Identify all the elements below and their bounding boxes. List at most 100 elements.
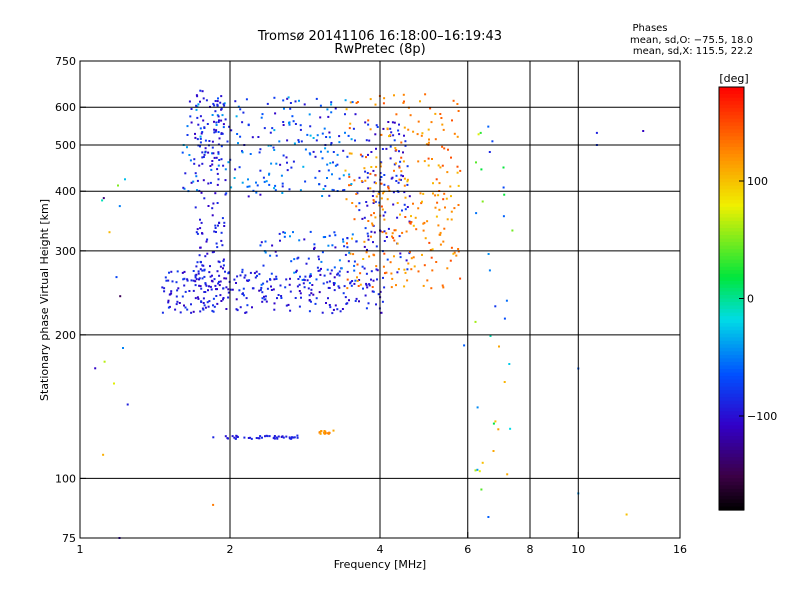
- colorbar-segment: [719, 266, 744, 271]
- data-point: [198, 278, 200, 281]
- data-point: [408, 195, 411, 198]
- data-point: [371, 224, 374, 227]
- data-point: [248, 279, 251, 282]
- data-point: [459, 169, 462, 172]
- data-point: [393, 255, 395, 258]
- colorbar-segment: [719, 305, 744, 310]
- data-point: [375, 195, 378, 198]
- data-point: [480, 168, 483, 171]
- data-point: [199, 268, 202, 271]
- data-point: [314, 176, 317, 179]
- data-point: [210, 168, 213, 171]
- data-point: [341, 308, 344, 310]
- data-point: [324, 236, 327, 238]
- data-point: [373, 254, 376, 257]
- data-point: [344, 99, 347, 102]
- data-point: [265, 180, 268, 183]
- data-point: [326, 108, 329, 111]
- data-point: [397, 268, 400, 271]
- data-point: [218, 119, 220, 122]
- data-point: [194, 284, 197, 287]
- data-point: [343, 245, 346, 248]
- data-point: [379, 165, 382, 168]
- data-point: [161, 286, 164, 289]
- data-point: [625, 513, 628, 516]
- data-point: [393, 163, 396, 166]
- data-point: [336, 153, 339, 156]
- chart-subtitle: RwPretec (8p): [334, 42, 425, 57]
- data-point: [218, 274, 221, 277]
- colorbar-segment: [719, 450, 744, 455]
- data-point: [478, 470, 481, 473]
- data-point: [319, 116, 322, 119]
- data-point: [218, 137, 221, 140]
- data-point: [275, 278, 278, 280]
- data-point: [487, 125, 490, 128]
- data-point: [217, 282, 220, 285]
- data-point: [175, 303, 178, 306]
- data-point: [247, 178, 249, 181]
- data-point: [328, 131, 331, 134]
- data-point: [408, 221, 411, 224]
- data-point: [338, 270, 341, 273]
- data-point: [389, 145, 392, 148]
- colorbar-segment: [719, 379, 744, 384]
- data-point: [327, 297, 329, 300]
- data-point: [221, 114, 224, 117]
- data-point: [260, 283, 263, 286]
- data-point: [248, 185, 251, 188]
- data-point: [213, 278, 216, 281]
- data-point: [285, 435, 288, 438]
- data-point: [449, 185, 452, 188]
- data-point: [206, 301, 209, 304]
- data-point: [186, 125, 189, 128]
- data-point: [365, 251, 368, 254]
- colorbar-segment: [719, 175, 744, 180]
- data-point: [215, 124, 218, 126]
- data-point: [186, 279, 189, 282]
- colorbar-segment: [719, 471, 744, 476]
- data-point: [404, 144, 407, 147]
- data-point: [402, 101, 405, 104]
- x-tick-label: 6: [464, 543, 471, 556]
- data-point: [268, 435, 271, 438]
- data-point: [168, 271, 170, 274]
- data-point: [211, 152, 213, 155]
- data-point: [318, 183, 321, 186]
- data-point: [219, 101, 222, 104]
- data-point: [642, 130, 645, 132]
- data-point: [209, 285, 212, 288]
- data-point: [263, 295, 265, 298]
- data-point: [397, 181, 400, 184]
- data-point: [122, 347, 124, 349]
- data-point: [334, 304, 337, 307]
- colorbar-segment: [719, 418, 744, 423]
- data-point: [224, 435, 227, 438]
- data-point: [379, 290, 382, 293]
- data-point: [400, 174, 403, 177]
- data-point: [383, 174, 386, 176]
- data-point: [101, 199, 104, 202]
- data-point: [270, 144, 272, 147]
- data-point: [219, 280, 222, 283]
- data-point: [226, 437, 229, 440]
- data-point: [331, 312, 334, 315]
- data-point: [346, 302, 349, 305]
- data-point: [220, 231, 223, 234]
- data-point: [260, 241, 263, 244]
- colorbar-segment: [719, 481, 744, 486]
- data-point: [364, 121, 367, 124]
- data-point: [349, 282, 352, 285]
- data-point: [404, 271, 407, 274]
- data-point: [266, 102, 269, 105]
- data-point: [220, 95, 223, 98]
- data-point: [289, 437, 292, 440]
- data-point: [299, 292, 302, 295]
- colorbar-segment: [719, 217, 744, 222]
- data-point: [325, 302, 327, 304]
- data-point: [331, 244, 334, 247]
- data-point: [300, 296, 302, 299]
- data-point: [424, 237, 427, 240]
- data-point: [475, 212, 478, 215]
- x-tick-label: 10: [571, 543, 585, 556]
